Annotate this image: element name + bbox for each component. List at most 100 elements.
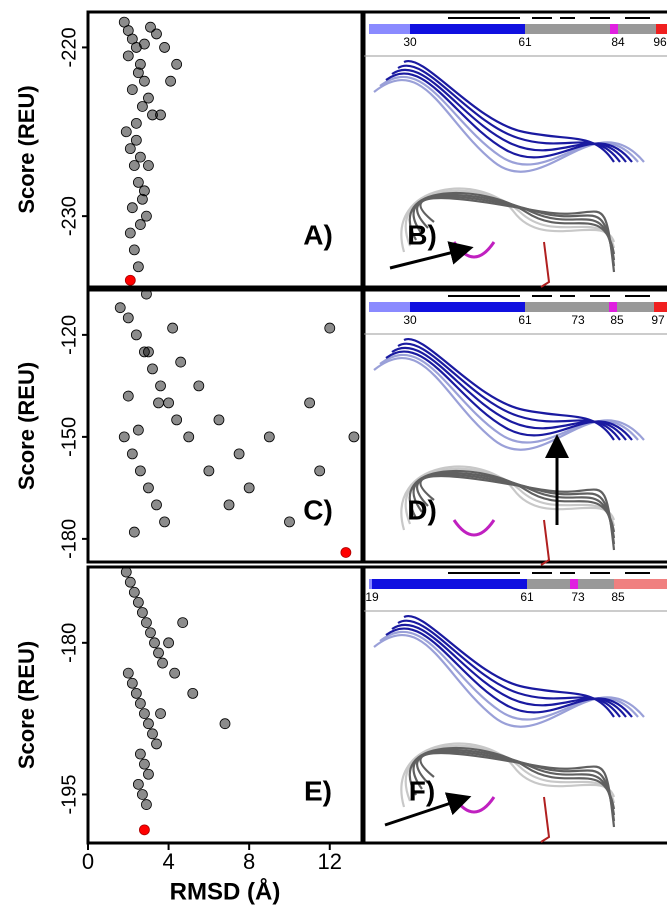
sequence-bar-gray bbox=[527, 579, 667, 589]
decoy-point bbox=[263, 431, 275, 443]
decoy-point bbox=[243, 482, 255, 494]
decoy-point bbox=[132, 424, 144, 436]
decoy-point bbox=[151, 738, 162, 750]
decoy-point bbox=[134, 465, 146, 477]
decoy-point bbox=[141, 210, 152, 222]
y-axis-label: Score (REU) bbox=[14, 641, 39, 769]
decoy-point bbox=[134, 698, 146, 709]
plot-area bbox=[114, 290, 360, 558]
decoy-point bbox=[141, 290, 152, 300]
plot-frame bbox=[86, 565, 364, 845]
decoy-point bbox=[128, 526, 140, 538]
x-tick-label: 4 bbox=[162, 849, 174, 874]
decoy-point bbox=[130, 117, 142, 129]
decoy-point bbox=[143, 346, 154, 358]
decoy-point bbox=[169, 667, 181, 679]
decoy-point bbox=[118, 431, 130, 443]
decoy-point bbox=[128, 586, 140, 598]
sequence-bar-red bbox=[656, 24, 667, 34]
decoy-point bbox=[167, 322, 179, 334]
decoy-point bbox=[134, 151, 146, 163]
decoy-point bbox=[132, 67, 144, 79]
decoy-point bbox=[139, 708, 150, 719]
decoy-point bbox=[122, 667, 134, 679]
decoy-point bbox=[213, 414, 225, 426]
backbone-gray bbox=[419, 196, 616, 273]
x-tick-label: 0 bbox=[82, 849, 94, 874]
plot-area bbox=[120, 567, 231, 836]
decoy-point bbox=[175, 356, 187, 368]
decoy-point bbox=[159, 42, 170, 53]
decoy-point bbox=[183, 431, 195, 443]
sequence-bar-loop bbox=[570, 579, 578, 589]
plot-frame bbox=[86, 288, 364, 564]
x-axis-label: RMSD (Å) bbox=[170, 877, 281, 905]
decoy-point bbox=[187, 687, 199, 699]
decoy-point bbox=[132, 176, 144, 188]
native-point bbox=[340, 547, 352, 558]
tail-red bbox=[540, 519, 551, 566]
decoy-point bbox=[171, 58, 183, 70]
decoy-point bbox=[153, 647, 164, 659]
backbone-blue bbox=[403, 59, 615, 163]
backbone-gray bbox=[419, 751, 616, 828]
residue-number: 73 bbox=[571, 313, 585, 327]
plot-area bbox=[118, 16, 183, 286]
residue-number: 85 bbox=[610, 313, 624, 327]
decoy-point bbox=[114, 302, 126, 314]
loop-magenta bbox=[452, 519, 496, 537]
decoy-point bbox=[165, 75, 177, 87]
decoy-point bbox=[151, 499, 162, 511]
decoy-point bbox=[132, 596, 144, 608]
decoy-point bbox=[130, 687, 142, 699]
backbone-blue bbox=[403, 337, 615, 441]
decoy-point bbox=[223, 499, 235, 511]
sequence-bar-loop bbox=[610, 24, 618, 34]
decoy-point bbox=[139, 185, 150, 197]
decoy-point bbox=[147, 728, 158, 740]
decoy-point bbox=[143, 160, 154, 171]
decoy-point bbox=[139, 75, 150, 87]
structure-panel: 30 61 84 96 B) bbox=[362, 10, 667, 289]
decoy-point bbox=[122, 390, 134, 402]
decoy-point bbox=[139, 38, 150, 50]
y-tick-label: -120 bbox=[58, 315, 80, 355]
decoy-point bbox=[151, 28, 162, 40]
decoy-point bbox=[136, 789, 148, 800]
y-axis-label: Score (REU) bbox=[14, 85, 39, 213]
decoy-point bbox=[132, 261, 144, 273]
decoy-point bbox=[128, 244, 140, 256]
residue-number: 61 bbox=[518, 35, 532, 49]
residue-number: 85 bbox=[611, 590, 625, 604]
decoy-point bbox=[132, 778, 144, 790]
y-tick-label: -150 bbox=[58, 417, 80, 457]
decoy-point bbox=[126, 448, 138, 460]
decoy-point bbox=[136, 101, 148, 112]
decoy-point bbox=[126, 677, 138, 689]
decoy-point bbox=[203, 465, 215, 477]
structure-panel: 30 61 73 85 97 D) bbox=[362, 288, 667, 566]
decoy-point bbox=[130, 42, 142, 53]
sequence-bar-light bbox=[369, 302, 415, 312]
native-point bbox=[124, 274, 136, 286]
decoy-point bbox=[177, 617, 189, 629]
structure-panel: 19 61 73 85 F) bbox=[362, 565, 667, 845]
tail-red bbox=[540, 241, 551, 288]
pointer-arrow bbox=[384, 792, 472, 827]
decoy-point bbox=[122, 312, 134, 324]
decoy-point bbox=[324, 322, 336, 334]
decoy-point bbox=[136, 607, 148, 618]
decoy-point bbox=[163, 397, 174, 409]
native-point bbox=[139, 824, 150, 836]
decoy-point bbox=[145, 627, 156, 639]
decoy-point bbox=[157, 657, 168, 669]
decoy-point bbox=[143, 92, 154, 104]
decoy-point bbox=[128, 160, 140, 171]
structure-label: F) bbox=[409, 775, 435, 806]
decoy-point bbox=[124, 143, 136, 155]
decoy-point bbox=[171, 414, 183, 426]
backbone-blue bbox=[403, 614, 615, 718]
sequence-bar-blue bbox=[410, 24, 525, 34]
x-tick-label: 12 bbox=[318, 849, 342, 874]
